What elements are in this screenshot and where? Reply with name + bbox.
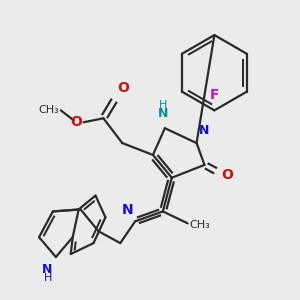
Text: CH₃: CH₃ [190,220,210,230]
Text: N: N [199,124,209,137]
Text: H: H [159,100,167,110]
Text: O: O [221,168,233,182]
Text: O: O [70,115,82,129]
Text: O: O [117,80,129,94]
Text: N: N [122,203,133,218]
Text: N: N [158,107,168,120]
Text: CH₃: CH₃ [38,105,59,116]
Text: H: H [44,273,52,283]
Text: F: F [210,88,219,102]
Text: N: N [41,263,52,276]
